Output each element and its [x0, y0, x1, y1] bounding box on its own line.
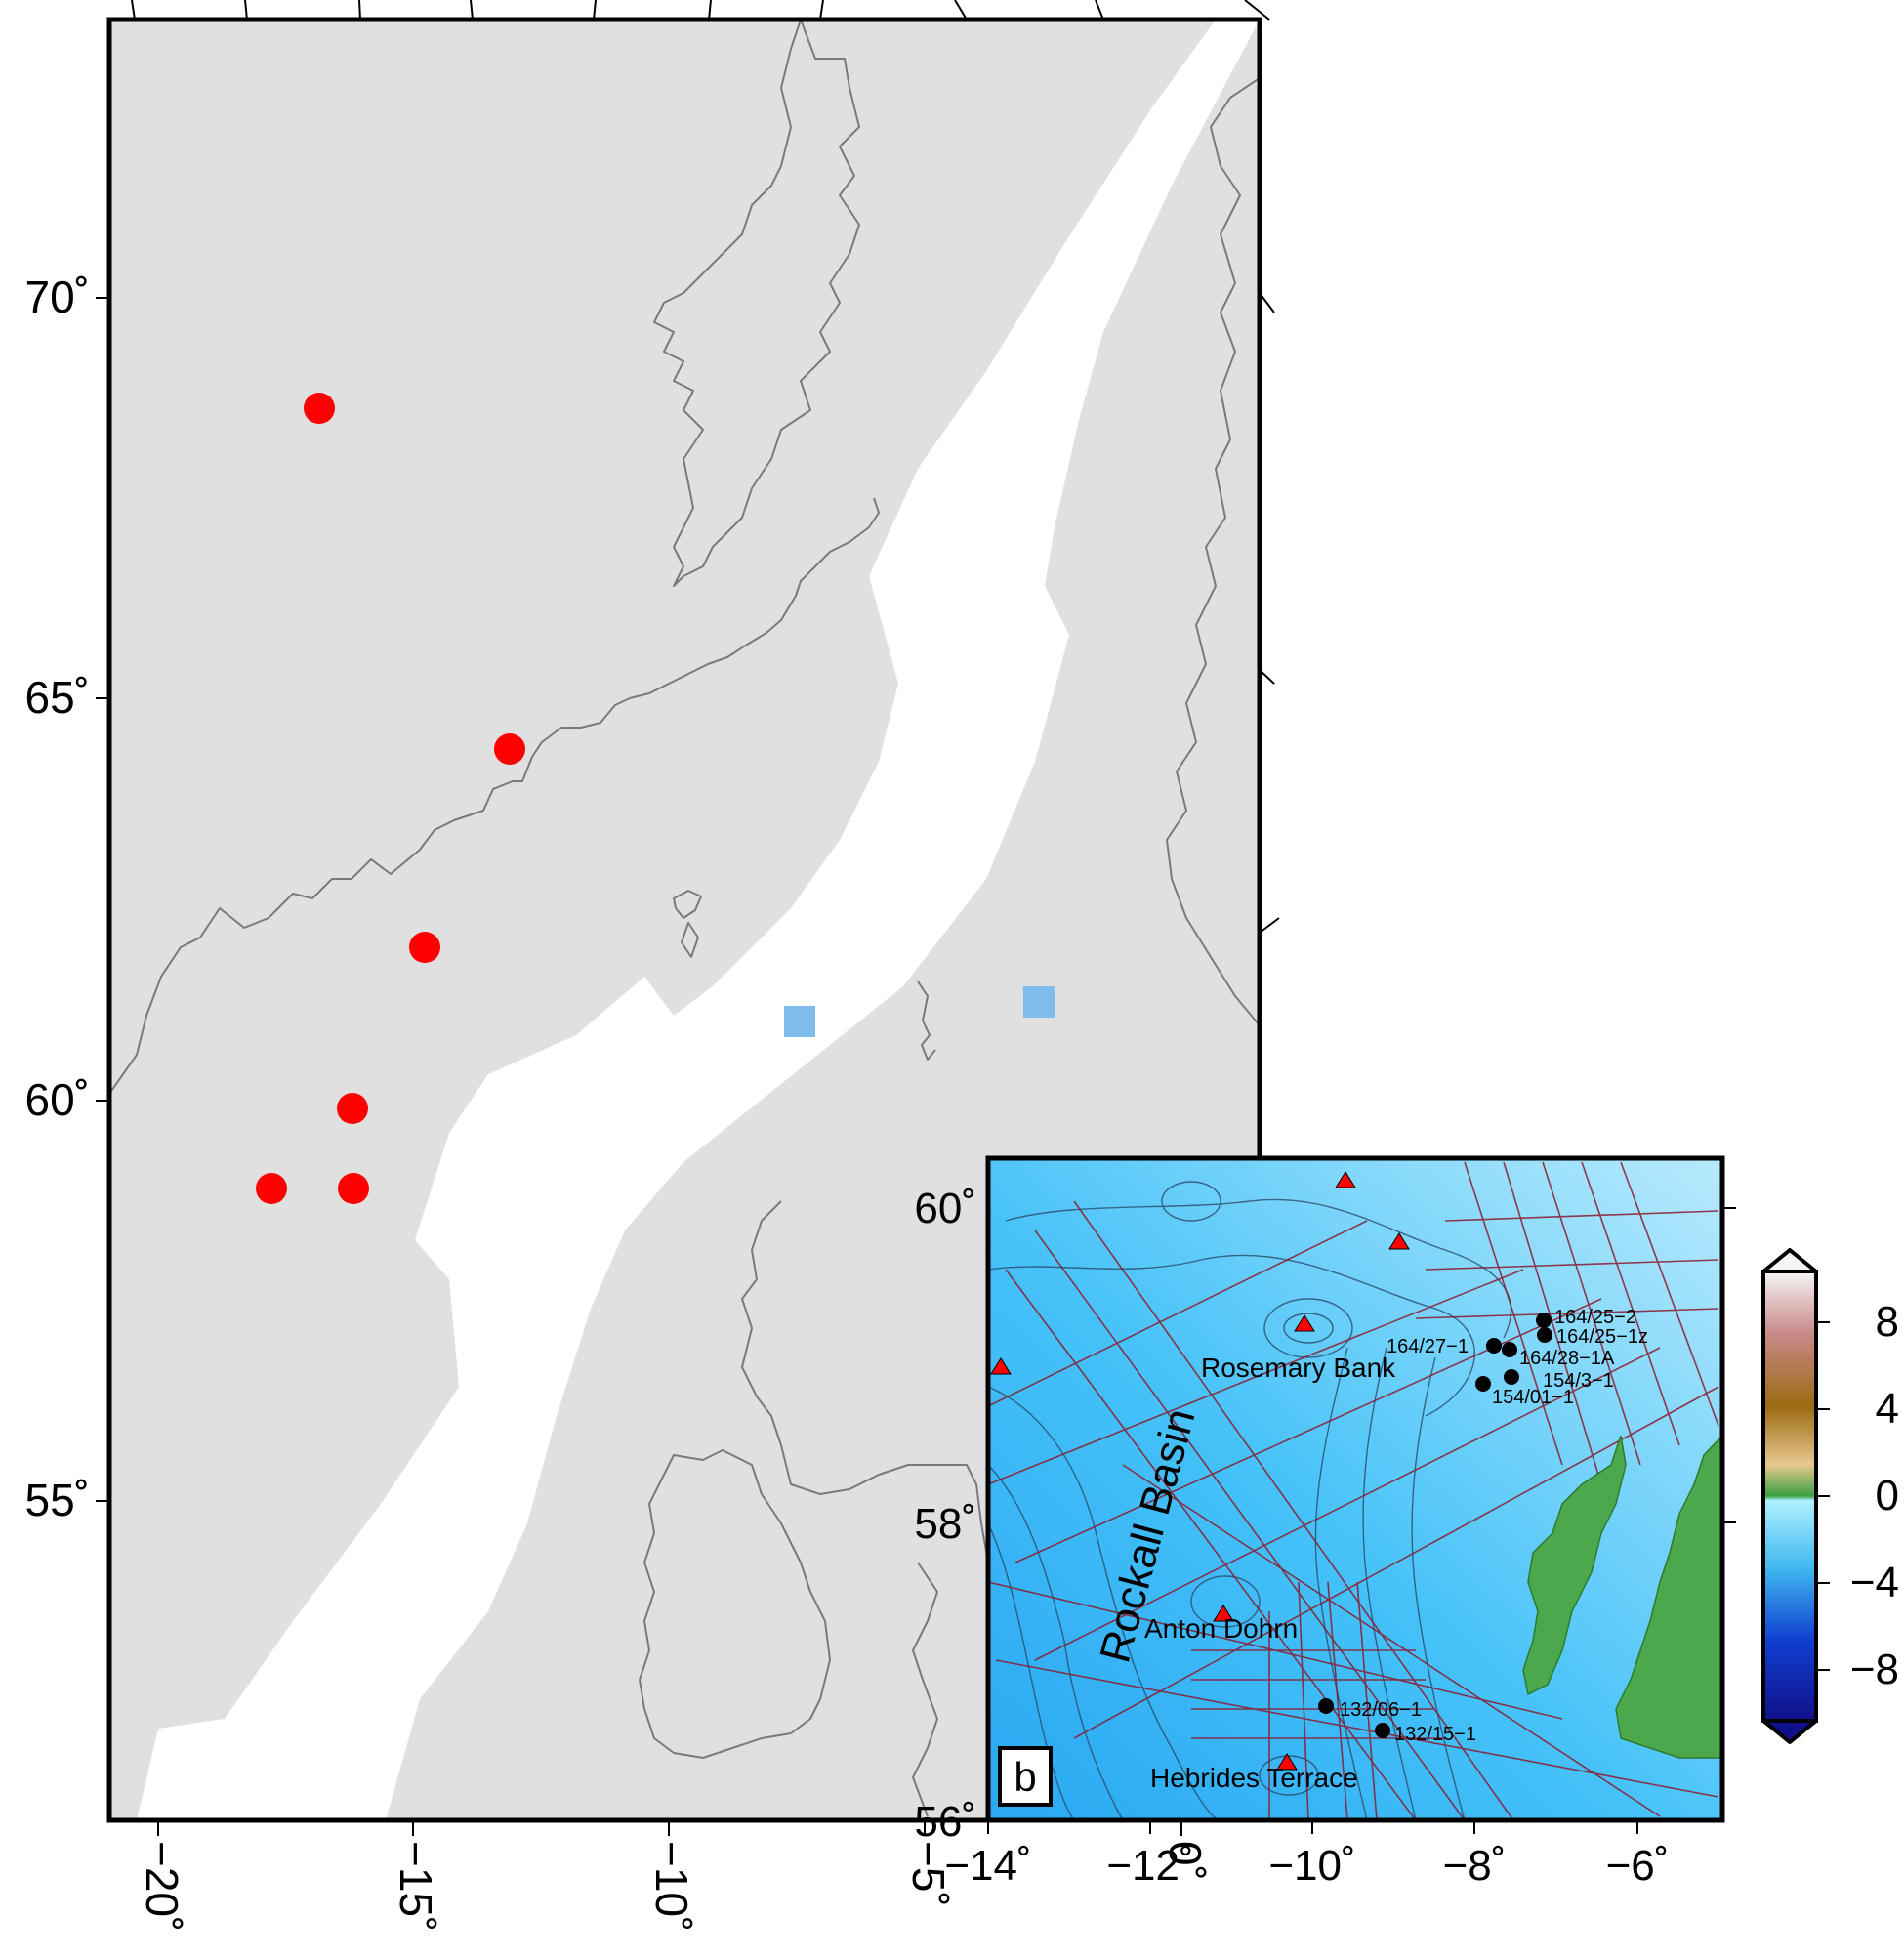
shetland-islands — [917, 980, 936, 1061]
well-label: 164/25−2 — [1554, 1307, 1636, 1328]
red-triangle-marker — [990, 1357, 1012, 1375]
well-label: 154/01−1 — [1492, 1387, 1574, 1408]
red-triangle-marker — [1335, 1171, 1356, 1188]
panel-label-box — [998, 1746, 1053, 1807]
main-map-frame — [106, 17, 1262, 1823]
colorbar-tick-label: 8 — [1876, 1298, 1899, 1346]
blue-square-marker — [784, 1006, 815, 1037]
red-circle-marker — [337, 1093, 368, 1124]
iceland-ridge-contour — [109, 497, 880, 1095]
inset-lon-label-minus12: −12˚ — [1106, 1842, 1193, 1890]
inset-lat-label-60: 60˚ — [914, 1185, 976, 1232]
svalbard-coast — [653, 20, 860, 587]
lat-label-65: 65˚ — [25, 672, 90, 723]
well-marker — [1475, 1376, 1491, 1392]
main-map: 70˚ 65˚ 60˚ 55˚ −20˚ −15˚ −10˚ −5˚ 0˚ — [25, 0, 1280, 1932]
lon-label-minus15: −15˚ — [391, 1841, 441, 1932]
well-label: 132/06−1 — [1340, 1699, 1422, 1721]
inset-land — [1522, 1434, 1722, 1759]
sea-channel — [137, 20, 1260, 1820]
norway-coast — [1166, 77, 1260, 1026]
bathymetry-contours — [988, 1181, 1512, 1820]
inset-ticks — [987, 1207, 1736, 1834]
scotland-mainland — [1615, 1434, 1722, 1759]
inset-lon-label-minus14: −14˚ — [944, 1842, 1031, 1890]
seamount-label-anton-dohrn: Anton Dohrn — [1144, 1613, 1298, 1644]
red-circle-marker — [409, 932, 440, 963]
inset-lon-label-minus6: −6˚ — [1606, 1842, 1670, 1890]
seamount-label-rosemary: Rosemary Bank — [1201, 1353, 1396, 1383]
well-marker — [1537, 1327, 1552, 1343]
red-circle-markers — [256, 393, 525, 1204]
lat-label-55: 55˚ — [25, 1475, 90, 1525]
inset-lon-label-minus8: −8˚ — [1443, 1842, 1507, 1890]
colorbar-bottom-arrow — [1761, 1719, 1818, 1744]
well-marker — [1375, 1723, 1390, 1738]
well-marker — [1536, 1313, 1552, 1328]
well-label: 164/28−1A — [1519, 1348, 1615, 1369]
seamount-triangles — [990, 1171, 1410, 1771]
well-label: 154/3−1 — [1543, 1370, 1614, 1392]
lon-label-minus20: −20˚ — [137, 1841, 187, 1932]
colorbar-tick-label: 0 — [1876, 1472, 1899, 1520]
well-marker — [1504, 1369, 1519, 1385]
britain-west-coast — [912, 1562, 938, 1817]
inset-map: Rockall Basin Rosemary Bank Anton Dohrn … — [914, 1155, 1736, 1890]
seismic-profiles — [988, 1161, 1719, 1820]
panel-label: b — [1014, 1754, 1036, 1800]
scotland-coast — [741, 1200, 989, 1563]
red-triangle-marker — [1388, 1232, 1410, 1250]
lon-label-minus10: −10˚ — [646, 1841, 697, 1932]
well-marker — [1318, 1698, 1334, 1714]
lewis-island — [1522, 1435, 1627, 1696]
well-label: 164/25−1z — [1556, 1326, 1648, 1348]
red-triangle-marker — [1276, 1753, 1298, 1771]
lon-label-0: 0˚ — [1160, 1841, 1211, 1881]
lat-label-60: 60˚ — [25, 1074, 90, 1125]
top-ticks — [131, 0, 1270, 21]
inset-lon-label-minus10: −10˚ — [1268, 1842, 1355, 1890]
blue-square-marker — [1023, 986, 1055, 1018]
colorbar-tick-label: −8 — [1850, 1646, 1899, 1693]
colorbar-tick-label: −4 — [1850, 1559, 1899, 1606]
red-circle-marker — [494, 733, 525, 765]
inset-lat-label-58: 58˚ — [914, 1500, 976, 1548]
faroe-islands — [673, 890, 702, 958]
well-marker — [1502, 1342, 1517, 1357]
red-circle-marker — [304, 393, 335, 424]
blue-square-markers — [784, 986, 1055, 1037]
inset-lat-label-56: 56˚ — [914, 1798, 976, 1846]
ireland-coast — [639, 1449, 831, 1759]
left-ticks — [96, 297, 109, 1502]
colorbar-ticks — [1816, 1321, 1830, 1671]
bottom-ticks — [157, 1820, 1182, 1836]
colorbar: 8 4 0 −4 −8 — [1761, 1248, 1899, 1744]
seamount-label-hebrides-terrace: Hebrides Terrace — [1150, 1763, 1358, 1793]
colorbar-gradient — [1761, 1270, 1818, 1723]
well-label: 132/15−1 — [1394, 1724, 1476, 1745]
inset-map-frame — [985, 1155, 1725, 1823]
well-marker — [1486, 1338, 1502, 1354]
red-triangle-marker — [1213, 1605, 1234, 1622]
red-circle-marker — [256, 1173, 287, 1204]
well-markers — [1318, 1313, 1552, 1738]
right-ticks — [1259, 292, 1280, 934]
coastlines — [109, 20, 1260, 1817]
lat-label-70: 70˚ — [25, 271, 90, 322]
lon-label-minus5: −5˚ — [903, 1841, 954, 1907]
well-label: 164/27−1 — [1387, 1336, 1469, 1357]
colorbar-top-arrow — [1761, 1248, 1818, 1273]
red-circle-marker — [338, 1173, 369, 1204]
colorbar-tick-label: 4 — [1876, 1385, 1899, 1433]
red-triangle-marker — [1294, 1314, 1315, 1332]
